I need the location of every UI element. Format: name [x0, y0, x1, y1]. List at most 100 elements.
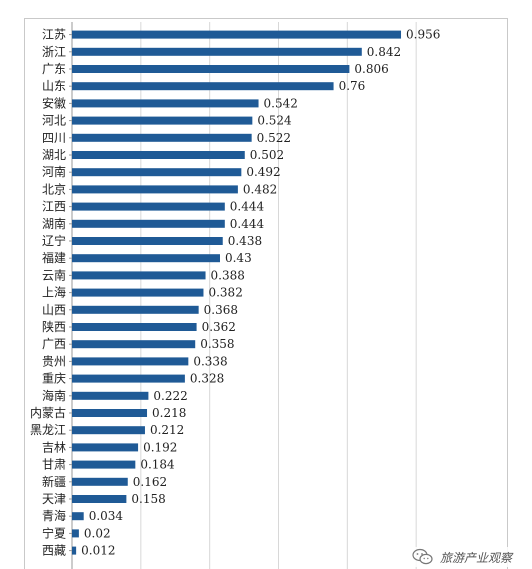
bar-22 [72, 409, 148, 417]
category-label-15: 上海 [42, 285, 66, 300]
bar-0 [72, 30, 402, 39]
bars [72, 30, 402, 555]
bar-8 [72, 168, 242, 177]
value-label-8: 0.492 [246, 165, 280, 179]
bar-14 [72, 271, 206, 280]
category-label-6: 四川 [42, 131, 66, 145]
watermark: 旅游产业观察 [407, 547, 516, 567]
value-label-4: 0.542 [264, 96, 298, 110]
bar-24 [72, 443, 139, 452]
value-label-22: 0.218 [152, 406, 186, 420]
category-label-14: 云南 [42, 267, 66, 282]
category-label-22: 内蒙古 [30, 405, 66, 420]
bar-26 [72, 477, 128, 486]
category-label-28: 青海 [42, 508, 66, 523]
watermark-text: 旅游产业观察 [439, 550, 512, 565]
category-label-18: 广西 [42, 337, 66, 351]
value-label-14: 0.388 [211, 268, 245, 282]
bar-13 [72, 254, 220, 263]
category-label-7: 湖北 [42, 147, 66, 162]
category-label-8: 河南 [42, 164, 66, 179]
bar-10 [72, 202, 225, 211]
category-label-12: 辽宁 [42, 233, 66, 248]
bar-1 [72, 47, 362, 56]
value-label-29: 0.02 [84, 526, 111, 540]
wechat-icon [412, 548, 433, 565]
bar-17 [72, 323, 197, 331]
category-label-3: 山东 [42, 79, 66, 93]
value-label-3: 0.76 [339, 79, 366, 93]
category-label-24: 吉林 [42, 440, 66, 454]
bar-12 [72, 237, 223, 245]
value-label-6: 0.522 [257, 131, 291, 145]
value-label-19: 0.338 [193, 354, 227, 368]
bar-5 [72, 116, 253, 125]
category-label-23: 黑龙江 [30, 423, 66, 437]
category-label-26: 新疆 [42, 474, 66, 489]
category-label-27: 天津 [42, 492, 66, 506]
value-label-20: 0.328 [190, 372, 224, 386]
bar-16 [72, 305, 199, 314]
bar-30 [72, 546, 77, 555]
category-label-25: 甘肃 [42, 458, 66, 472]
category-label-11: 湖南 [42, 216, 66, 231]
value-label-17: 0.362 [202, 320, 236, 334]
value-label-27: 0.158 [131, 492, 165, 506]
value-label-0: 0.956 [406, 28, 440, 42]
category-label-9: 北京 [42, 182, 66, 196]
value-label-16: 0.368 [204, 303, 238, 317]
category-label-5: 河北 [42, 114, 66, 128]
bar-15 [72, 288, 204, 297]
bar-20 [72, 374, 185, 383]
value-label-26: 0.162 [133, 475, 167, 489]
bar-29 [72, 529, 79, 538]
value-label-15: 0.382 [208, 286, 242, 300]
category-label-4: 安徽 [42, 95, 66, 110]
value-label-7: 0.502 [250, 148, 284, 162]
value-label-9: 0.482 [243, 182, 277, 196]
category-label-0: 江苏 [42, 28, 66, 42]
value-label-5: 0.524 [257, 114, 292, 128]
value-label-2: 0.806 [354, 62, 388, 76]
value-label-23: 0.212 [150, 423, 184, 437]
category-labels: 江苏浙江广东山东安徽河北四川湖北河南北京江西湖南辽宁福建云南上海山西陕西广西贵州… [30, 28, 66, 558]
value-label-11: 0.444 [230, 217, 265, 231]
category-label-21: 海南 [42, 388, 66, 403]
bar-6 [72, 133, 252, 142]
category-label-30: 西藏 [42, 544, 66, 558]
bar-7 [72, 151, 245, 159]
value-label-21: 0.222 [153, 389, 187, 403]
bar-18 [72, 340, 196, 349]
value-label-25: 0.184 [140, 458, 175, 472]
value-label-28: 0.034 [89, 509, 124, 523]
value-label-18: 0.358 [200, 337, 234, 351]
bar-21 [72, 391, 149, 400]
bar-28 [72, 512, 84, 521]
value-label-24: 0.192 [143, 440, 177, 454]
category-label-20: 重庆 [42, 372, 66, 386]
category-label-19: 贵州 [42, 354, 66, 368]
bar-9 [72, 185, 238, 194]
value-label-12: 0.438 [228, 234, 262, 248]
bar-23 [72, 426, 145, 435]
value-labels: 0.956 0.842 0.806 0.76 0.542 0.524 0.522 0.502 0… [81, 28, 440, 558]
bar-2 [72, 65, 350, 73]
category-label-29: 宁夏 [42, 525, 66, 540]
bar-25 [72, 460, 136, 469]
grid-lines [69, 22, 417, 569]
value-label-30: 0.012 [81, 544, 115, 558]
bar-3 [72, 82, 334, 91]
bar-11 [72, 219, 225, 228]
bar-19 [72, 357, 189, 366]
category-label-13: 福建 [42, 250, 66, 265]
category-label-10: 江西 [42, 200, 66, 214]
value-label-10: 0.444 [230, 200, 265, 214]
value-label-1: 0.842 [367, 45, 401, 59]
category-label-2: 广东 [42, 62, 66, 76]
bar-27 [72, 495, 127, 503]
chart-frame [24, 18, 508, 569]
category-label-1: 浙江 [42, 45, 66, 59]
category-label-17: 陕西 [42, 319, 66, 334]
category-label-16: 山西 [42, 303, 66, 317]
